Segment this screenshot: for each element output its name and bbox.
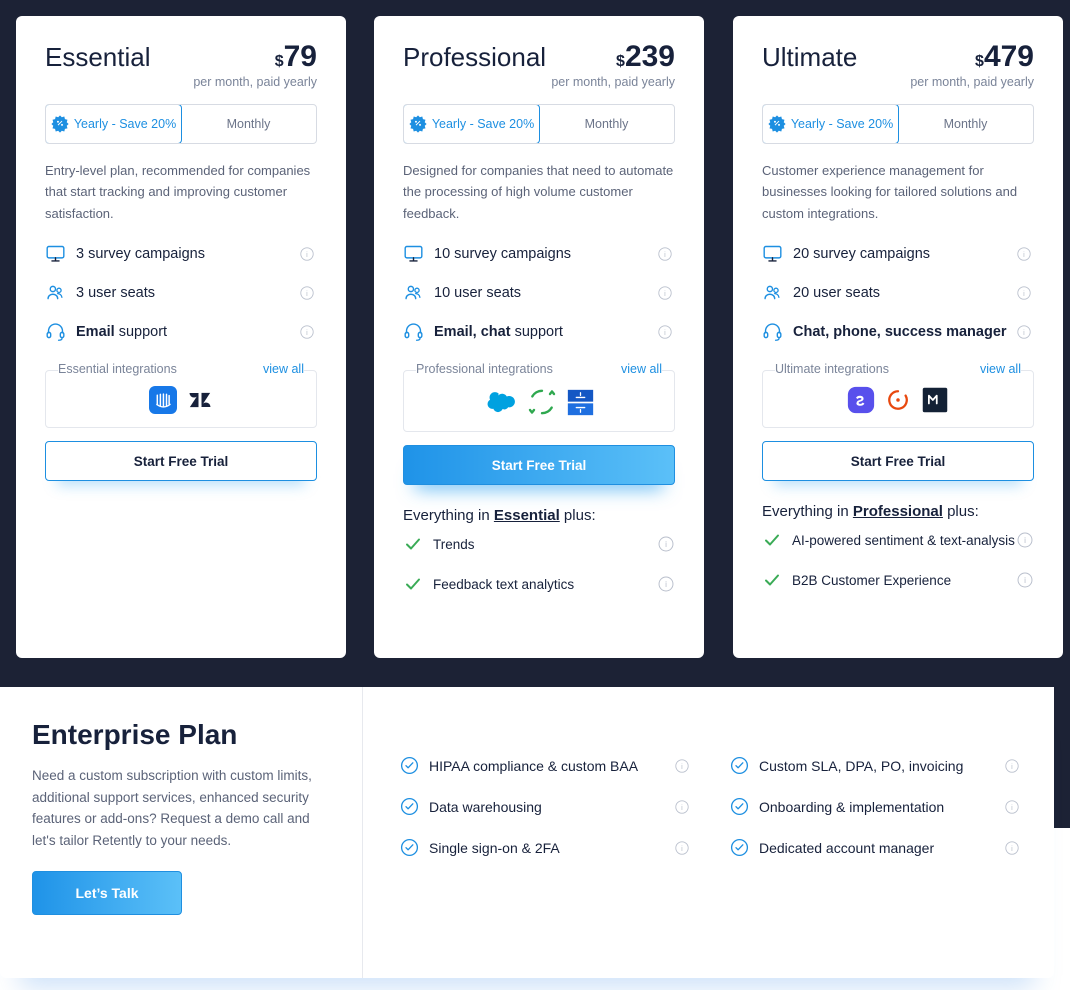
svg-text:i: i [1024, 577, 1026, 586]
svg-text:i: i [664, 250, 666, 259]
svg-text:i: i [1024, 537, 1026, 546]
svg-text:i: i [664, 289, 666, 298]
svg-text:i: i [1011, 843, 1013, 852]
svg-text:i: i [665, 581, 667, 590]
svg-text:i: i [1011, 761, 1013, 770]
svg-text:i: i [1023, 289, 1025, 298]
svg-text:i: i [306, 250, 308, 259]
svg-text:i: i [1011, 802, 1013, 811]
svg-text:i: i [665, 541, 667, 550]
svg-text:i: i [664, 328, 666, 337]
svg-text:i: i [1023, 250, 1025, 259]
svg-text:i: i [306, 328, 308, 337]
svg-text:i: i [681, 843, 683, 852]
svg-text:i: i [1023, 328, 1025, 337]
svg-text:i: i [681, 761, 683, 770]
svg-text:i: i [306, 289, 308, 298]
svg-text:i: i [681, 802, 683, 811]
